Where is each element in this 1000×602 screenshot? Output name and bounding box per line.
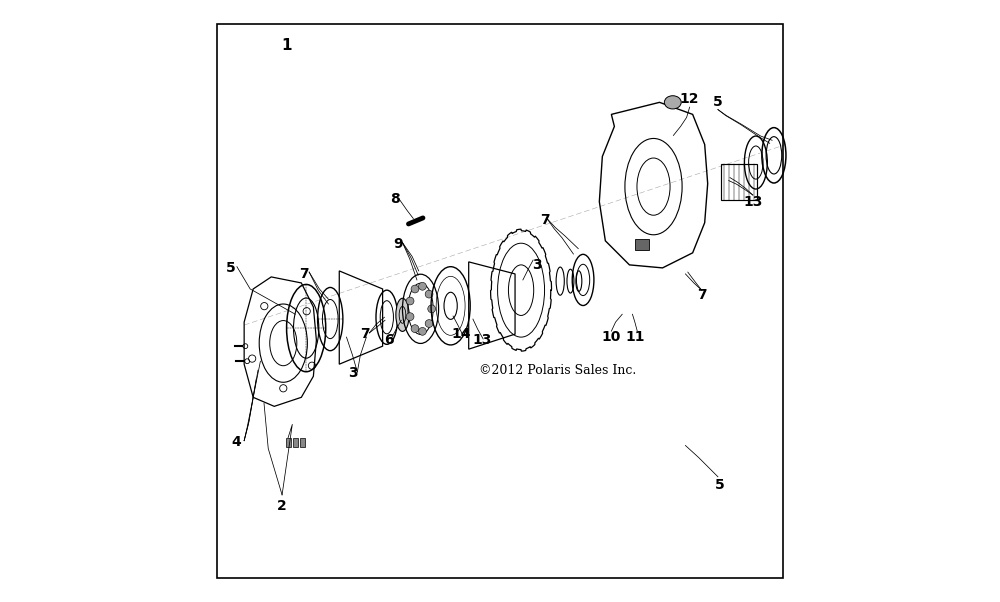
Text: 9: 9: [393, 237, 402, 251]
Circle shape: [406, 297, 414, 305]
Text: 7: 7: [300, 267, 309, 281]
Text: 4: 4: [231, 435, 241, 450]
Circle shape: [411, 285, 419, 293]
Text: 7: 7: [360, 327, 369, 341]
Text: 12: 12: [680, 92, 699, 107]
Bar: [300, 438, 305, 447]
Text: 13: 13: [743, 194, 763, 209]
Text: 8: 8: [390, 191, 400, 206]
Text: 10: 10: [602, 330, 621, 344]
Text: 3: 3: [348, 366, 357, 380]
Text: 11: 11: [626, 330, 645, 344]
Circle shape: [419, 282, 426, 290]
Bar: [635, 239, 649, 250]
Bar: [286, 438, 291, 447]
Circle shape: [419, 327, 426, 335]
Text: 2: 2: [277, 498, 287, 513]
Text: 13: 13: [472, 333, 492, 347]
Bar: [293, 438, 298, 447]
Ellipse shape: [396, 298, 409, 331]
Text: 3: 3: [533, 258, 542, 272]
Text: 14: 14: [451, 327, 471, 341]
Circle shape: [425, 290, 433, 298]
Text: 6: 6: [384, 333, 393, 347]
Circle shape: [406, 312, 414, 320]
Bar: [721, 164, 757, 200]
Text: ©2012 Polaris Sales Inc.: ©2012 Polaris Sales Inc.: [479, 364, 636, 377]
Circle shape: [411, 324, 419, 332]
Ellipse shape: [664, 96, 681, 109]
Text: 5: 5: [715, 477, 725, 492]
Circle shape: [428, 305, 436, 313]
Text: 1: 1: [281, 38, 292, 52]
Circle shape: [425, 320, 433, 327]
Text: 7: 7: [540, 213, 550, 227]
Text: 5: 5: [225, 261, 235, 275]
Text: 5: 5: [713, 95, 723, 110]
Text: 7: 7: [697, 288, 706, 302]
